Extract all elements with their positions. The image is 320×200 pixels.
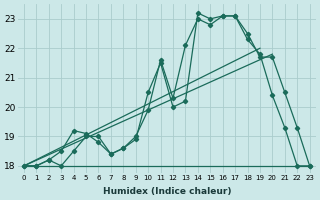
X-axis label: Humidex (Indice chaleur): Humidex (Indice chaleur) [102,187,231,196]
